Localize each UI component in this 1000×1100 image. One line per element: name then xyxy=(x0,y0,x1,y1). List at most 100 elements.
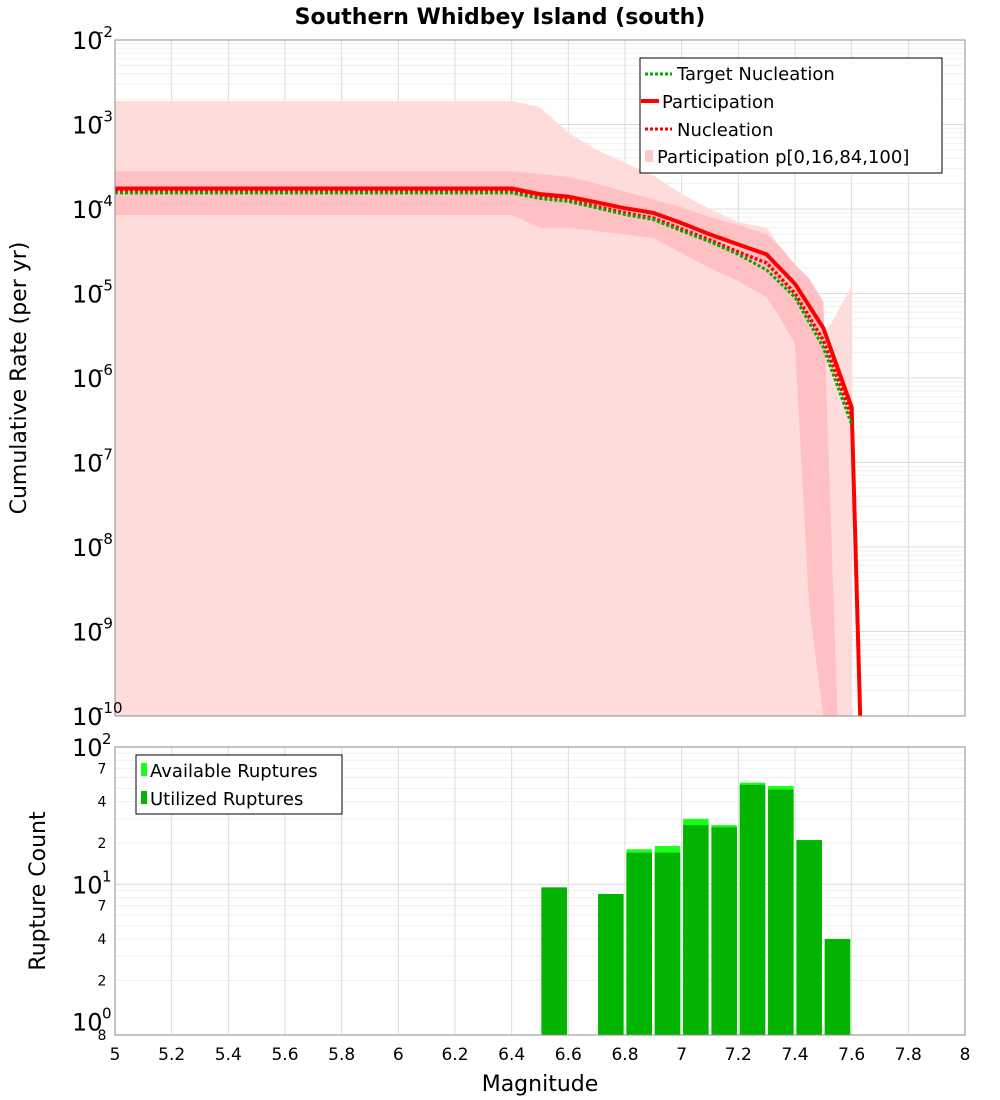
count-y-tick-label: 10 2 xyxy=(72,730,112,762)
bar-utilized xyxy=(711,827,737,1035)
legend-swatch-available xyxy=(141,763,147,776)
count-y-tick-exponent: 2 xyxy=(102,730,112,748)
x-tick-label: 5 xyxy=(110,1045,121,1065)
count-legend-box xyxy=(135,754,343,815)
bar-utilized xyxy=(598,894,624,1035)
legend-label-target: Target Nucleation xyxy=(676,64,835,85)
count-bars xyxy=(541,782,851,1035)
count-y-minor-label: 2 xyxy=(98,973,107,989)
rate-legend: Target Nucleation Participation Nucleati… xyxy=(639,57,943,174)
series-target-nucleation xyxy=(115,191,854,426)
rate-y-tick-exponent: -10 xyxy=(98,699,123,717)
bar-utilized xyxy=(739,784,766,1035)
rate-y-tick-exponent: -5 xyxy=(98,277,113,295)
x-tick-label: 7.6 xyxy=(838,1045,865,1065)
rate-y-tick-exponent: -2 xyxy=(98,23,113,41)
chart-title: Southern Whidbey Island (south) xyxy=(295,5,706,30)
count-x-ticks: 5 5.2 5.4 5.6 5.8 6 6.2 6.4 6.6 6.8 7 7.2 7.4 7.6 7.8 8 xyxy=(110,1045,971,1065)
x-tick-label: 5.4 xyxy=(215,1045,242,1065)
rate-y-tick-base: 10 xyxy=(72,281,103,309)
rate-y-tick-label: 10-3 xyxy=(72,108,113,140)
rate-y-tick-label: 10-9 xyxy=(72,615,113,647)
rate-y-tick-exponent: -9 xyxy=(98,615,113,633)
count-y-tick-exponent: 0 xyxy=(102,1005,112,1023)
x-tick-label: 7 xyxy=(676,1045,687,1065)
rate-y-tick-base: 10 xyxy=(72,534,103,562)
rate-y-tick-exponent: -7 xyxy=(98,446,113,464)
rate-y-tick-base: 10 xyxy=(72,112,103,140)
count-legend: Available Ruptures Utilized Ruptures xyxy=(135,754,343,815)
x-tick-label: 7.2 xyxy=(725,1045,752,1065)
rate-bands xyxy=(115,100,852,717)
x-tick-label: 5.6 xyxy=(271,1045,298,1065)
count-y-tick-base: 10 xyxy=(72,734,103,762)
x-tick-label: 6.8 xyxy=(611,1045,638,1065)
x-axis-label: Magnitude xyxy=(482,1072,599,1097)
x-tick-label: 5.2 xyxy=(158,1045,185,1065)
count-y-minor-label: 8 xyxy=(98,1028,107,1044)
count-y-tick-label: 10 0 xyxy=(72,1005,112,1037)
count-y-minor-label: 2 xyxy=(98,836,107,852)
rate-y-ticks: 10-210-310-410-510-610-710-810-910-10 xyxy=(72,23,123,731)
rate-y-tick-label: 10-10 xyxy=(72,699,123,731)
rate-panel: 10-210-310-410-510-610-710-810-910-10 Cu… xyxy=(7,23,966,731)
rate-y-tick-label: 10-5 xyxy=(72,277,113,309)
rate-y-axis-label: Cumulative Rate (per yr) xyxy=(7,242,32,515)
legend-swatch-utilized xyxy=(141,791,147,804)
legend-label-participation: Participation xyxy=(662,92,774,113)
bar-utilized xyxy=(541,887,567,1035)
x-tick-label: 6 xyxy=(393,1045,404,1065)
bar-utilized xyxy=(796,840,822,1035)
bar-utilized xyxy=(654,852,681,1035)
count-frame xyxy=(114,746,966,1036)
x-tick-label: 7.4 xyxy=(781,1045,808,1065)
rate-y-tick-exponent: -3 xyxy=(98,108,113,126)
rate-frame xyxy=(114,39,966,717)
bar-utilized xyxy=(824,939,851,1035)
bar-utilized xyxy=(626,852,652,1035)
bar-utilized xyxy=(683,825,709,1035)
rate-y-tick-base: 10 xyxy=(72,196,103,224)
x-tick-label: 6.4 xyxy=(498,1045,525,1065)
count-y-tick-base: 10 xyxy=(72,871,103,899)
series-participation xyxy=(115,186,863,717)
count-y-tick-label: 10 1 xyxy=(72,867,112,899)
legend-label-utilized: Utilized Ruptures xyxy=(150,789,303,810)
bar-utilized xyxy=(768,789,794,1035)
count-y-minor-label: 4 xyxy=(98,795,107,811)
legend-label-nucleation: Nucleation xyxy=(677,120,773,141)
x-tick-label: 6.6 xyxy=(555,1045,582,1065)
rate-y-tick-label: 10-6 xyxy=(72,361,113,393)
x-tick-label: 5.8 xyxy=(328,1045,355,1065)
x-tick-label: 8 xyxy=(960,1045,971,1065)
count-y-minor-label: 4 xyxy=(98,932,107,948)
count-y-minor-label: 7 xyxy=(98,761,107,777)
legend-label-band: Participation p[0,16,84,100] xyxy=(657,147,909,168)
count-y-tick-base: 10 xyxy=(72,1009,103,1037)
rate-legend-box xyxy=(639,57,943,174)
rate-y-tick-label: 10-2 xyxy=(72,23,113,55)
rate-y-tick-base: 10 xyxy=(72,703,103,731)
legend-swatch-band xyxy=(645,150,653,162)
count-y-tick-exponent: 1 xyxy=(102,867,112,885)
rate-y-tick-base: 10 xyxy=(72,450,103,478)
rate-y-tick-label: 10-8 xyxy=(72,530,113,562)
rate-y-tick-base: 10 xyxy=(72,619,103,647)
count-y-axis-label: Rupture Count xyxy=(26,811,51,971)
x-tick-label: 6.2 xyxy=(441,1045,468,1065)
count-y-minor-label: 7 xyxy=(98,899,107,915)
rate-y-tick-exponent: -4 xyxy=(98,192,113,210)
rate-y-tick-exponent: -6 xyxy=(98,361,113,379)
legend-label-available: Available Ruptures xyxy=(150,761,318,782)
rate-lines xyxy=(115,186,863,717)
x-tick-label: 7.8 xyxy=(895,1045,922,1065)
rate-y-tick-base: 10 xyxy=(72,27,103,55)
rate-y-tick-base: 10 xyxy=(72,365,103,393)
rate-y-tick-label: 10-7 xyxy=(72,446,113,478)
rate-y-tick-exponent: -8 xyxy=(98,530,113,548)
band-p0-p100 xyxy=(115,100,852,717)
rate-y-tick-label: 10-4 xyxy=(72,192,113,224)
